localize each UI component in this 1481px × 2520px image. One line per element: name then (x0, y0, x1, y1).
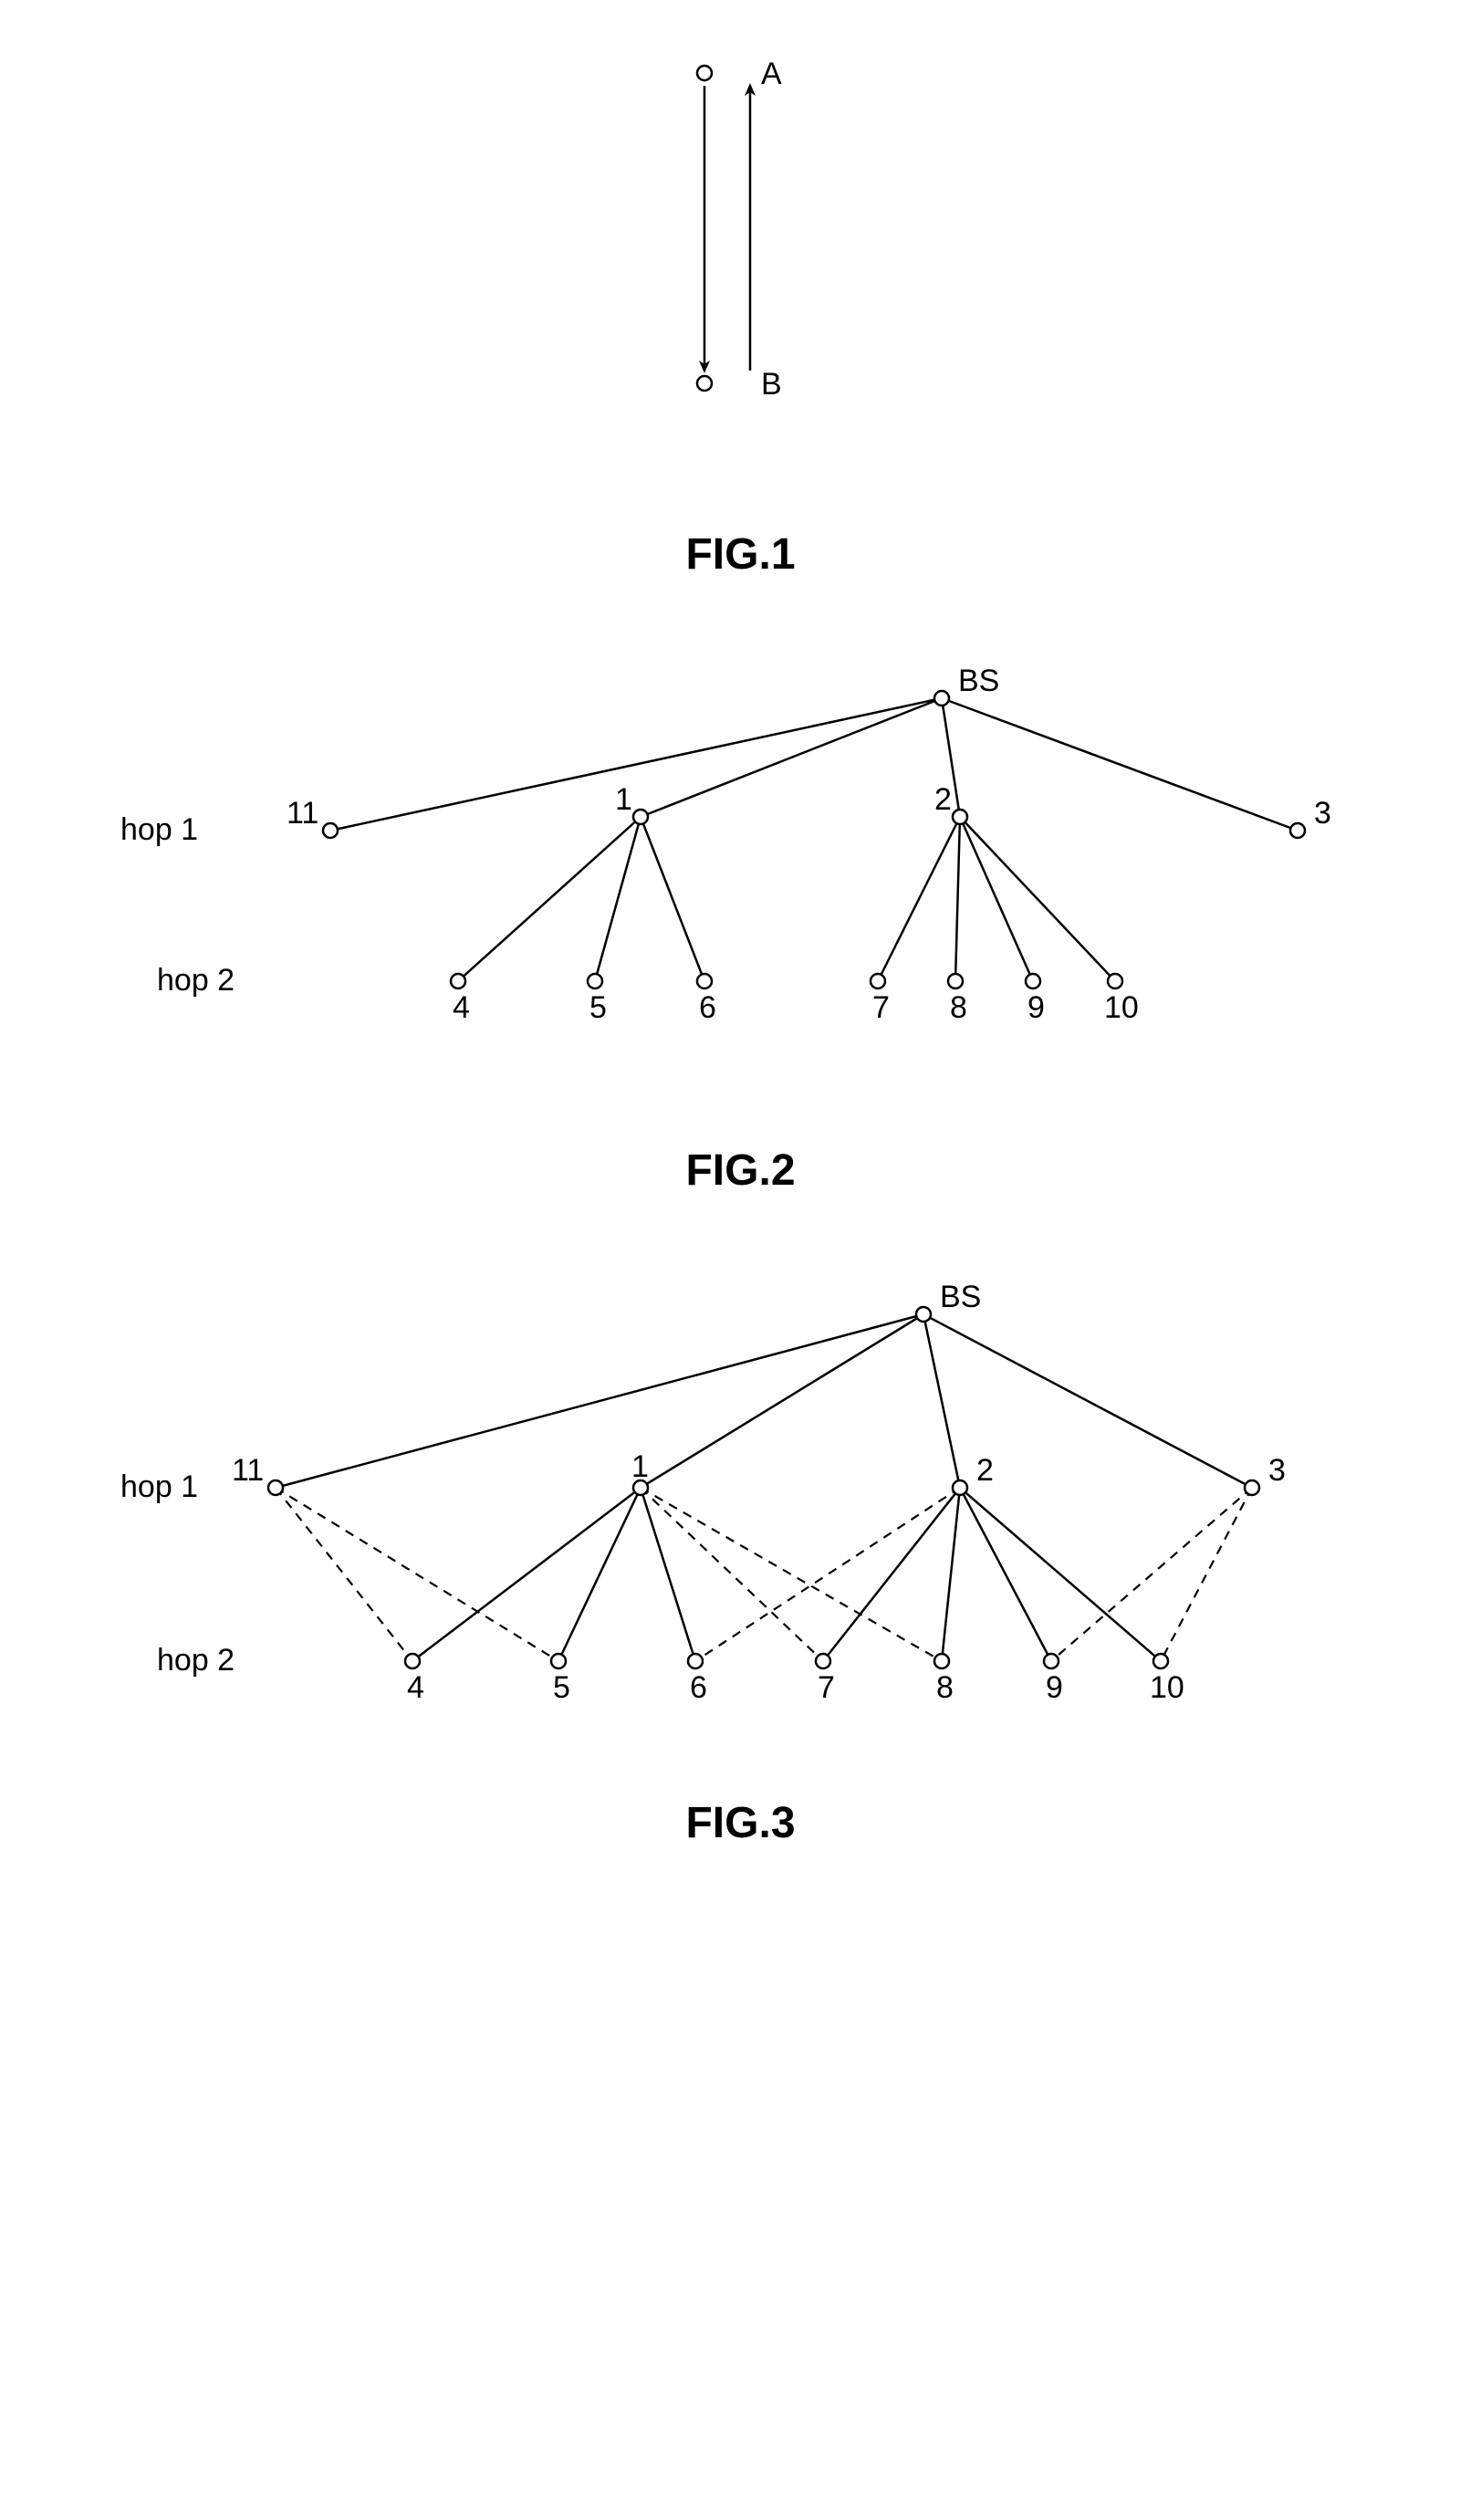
svg-text:B: B (761, 367, 782, 402)
svg-text:4: 4 (453, 990, 470, 1025)
svg-text:6: 6 (699, 990, 716, 1025)
fig1-svg: AB (604, 37, 878, 511)
svg-text:3: 3 (1314, 796, 1331, 831)
svg-text:2: 2 (934, 782, 952, 817)
svg-text:9: 9 (1046, 1670, 1063, 1705)
svg-text:1: 1 (615, 782, 632, 817)
fig3-svg: 1 2 3 4 5 6 7 8 9 10 11 BS hop 1 hop 2 (102, 1269, 1380, 1780)
svg-text:hop 1: hop 1 (120, 1469, 198, 1504)
svg-text:7: 7 (872, 990, 890, 1025)
svg-text:2: 2 (976, 1453, 994, 1488)
svg-text:10: 10 (1150, 1670, 1184, 1705)
fig2-caption: FIG.2 (37, 1145, 1444, 1196)
svg-text:8: 8 (936, 1670, 954, 1705)
fig2-svg: 1 2 3 4 5 6 7 8 9 10 11 BS hop 1 hop 2 (102, 653, 1380, 1127)
svg-text:A: A (761, 57, 782, 91)
svg-text:6: 6 (690, 1670, 707, 1705)
svg-text:8: 8 (950, 990, 967, 1025)
fig1-caption: FIG.1 (37, 529, 1444, 580)
figure-1: AB FIG.1 (37, 37, 1444, 580)
svg-text:BS: BS (940, 1280, 981, 1314)
svg-text:3: 3 (1268, 1453, 1286, 1488)
figure-2: 1 2 3 4 5 6 7 8 9 10 11 BS hop 1 hop 2 FIG.2 (37, 653, 1444, 1196)
svg-text:hop 1: hop 1 (120, 812, 198, 847)
svg-text:BS: BS (958, 664, 999, 698)
svg-text:7: 7 (818, 1670, 835, 1705)
svg-text:5: 5 (553, 1670, 570, 1705)
svg-text:1: 1 (631, 1449, 649, 1484)
fig3-caption: FIG.3 (37, 1798, 1444, 1848)
svg-text:9: 9 (1027, 990, 1045, 1025)
svg-text:5: 5 (589, 990, 607, 1025)
svg-text:hop 2: hop 2 (157, 1643, 235, 1678)
svg-text:11: 11 (232, 1453, 264, 1488)
svg-text:hop 2: hop 2 (157, 963, 235, 998)
svg-text:11: 11 (287, 796, 318, 831)
svg-text:4: 4 (407, 1670, 424, 1705)
svg-text:10: 10 (1104, 990, 1139, 1025)
figure-3: 1 2 3 4 5 6 7 8 9 10 11 BS hop 1 hop 2 FIG.3 (37, 1269, 1444, 1848)
